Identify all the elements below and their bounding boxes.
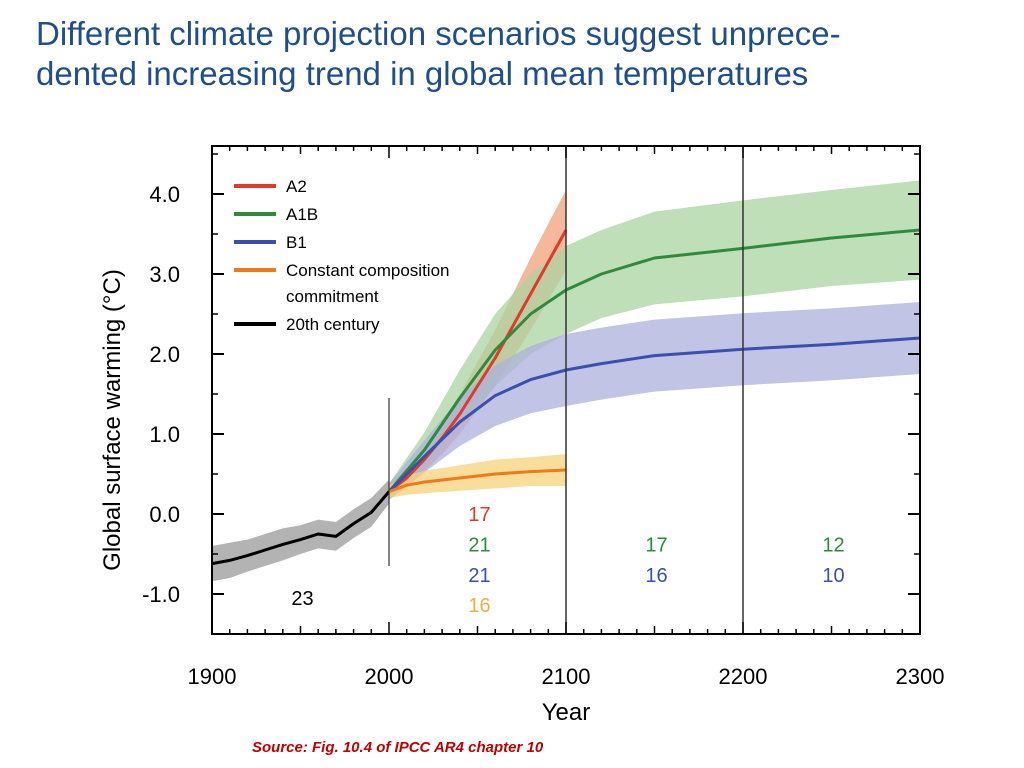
slide-title-line-2: dented increasing trend in global mean t… bbox=[36, 55, 809, 92]
model-count-label: 10 bbox=[822, 565, 844, 587]
x-axis-label: Year bbox=[542, 699, 591, 726]
axis-ticks bbox=[211, 146, 921, 635]
model-count-label: 12 bbox=[822, 534, 844, 556]
x-tick-label: 2200 bbox=[719, 664, 768, 689]
model-count-labels: 23 17 21 21 16 17 16 12 10 bbox=[291, 504, 844, 617]
period-dividers bbox=[388, 146, 744, 634]
chart-legend: A2 A1B B1 Constant composition commitment 20t… bbox=[234, 177, 449, 334]
y-tick-label: -1.0 bbox=[142, 582, 180, 607]
x-tick-label: 2000 bbox=[365, 664, 414, 689]
model-count-label: 16 bbox=[468, 595, 490, 617]
y-tick-label: 1.0 bbox=[149, 422, 180, 447]
temperature-projection-chart: 1900 2000 2100 2200 2300-1.00.01.02.03.04.0 … bbox=[99, 145, 944, 726]
model-count-label: 17 bbox=[645, 534, 667, 556]
legend-label-20th-century: 20th century bbox=[286, 315, 380, 334]
x-tick-label: 2300 bbox=[896, 664, 945, 689]
band-a1b bbox=[389, 180, 920, 500]
x-tick-label: 2100 bbox=[542, 664, 591, 689]
model-count-label: 21 bbox=[468, 534, 490, 556]
y-tick-label: 3.0 bbox=[149, 262, 180, 287]
x-tick-label: 1900 bbox=[188, 664, 237, 689]
line-a2 bbox=[388, 229, 568, 493]
slide-title: Different climate projection scenarios s… bbox=[36, 14, 1016, 94]
legend-label-a2: A2 bbox=[286, 177, 307, 196]
slide-title-line-1: Different climate projection scenarios s… bbox=[36, 15, 841, 52]
model-count-label: 21 bbox=[468, 565, 490, 587]
y-tick-label: 4.0 bbox=[149, 182, 180, 207]
axis-tick-labels: 1900 2000 2100 2200 2300 -1.0 0.0 1.0 2.0 3.0 4.0 bbox=[142, 182, 944, 689]
model-count-label: 23 bbox=[291, 588, 313, 610]
y-axis-label: Global surface warming (°C) bbox=[99, 269, 126, 571]
band-b1 bbox=[389, 302, 920, 500]
line-20th-century bbox=[211, 490, 391, 566]
y-tick-label: 2.0 bbox=[149, 342, 180, 367]
band-20th-century bbox=[212, 479, 389, 582]
legend-label-a1b: A1B bbox=[286, 205, 318, 224]
line-constant-composition-commitment bbox=[388, 468, 567, 494]
model-count-label: 16 bbox=[645, 565, 667, 587]
legend-label-b1: B1 bbox=[286, 233, 307, 252]
legend-label-constant-composition-commitment: Constant composition commitment bbox=[286, 261, 449, 306]
y-tick-label: 0.0 bbox=[149, 502, 180, 527]
model-count-label: 17 bbox=[468, 504, 490, 526]
source-note: Source: Fig. 10.4 of IPCC AR4 chapter 10 bbox=[252, 739, 544, 756]
